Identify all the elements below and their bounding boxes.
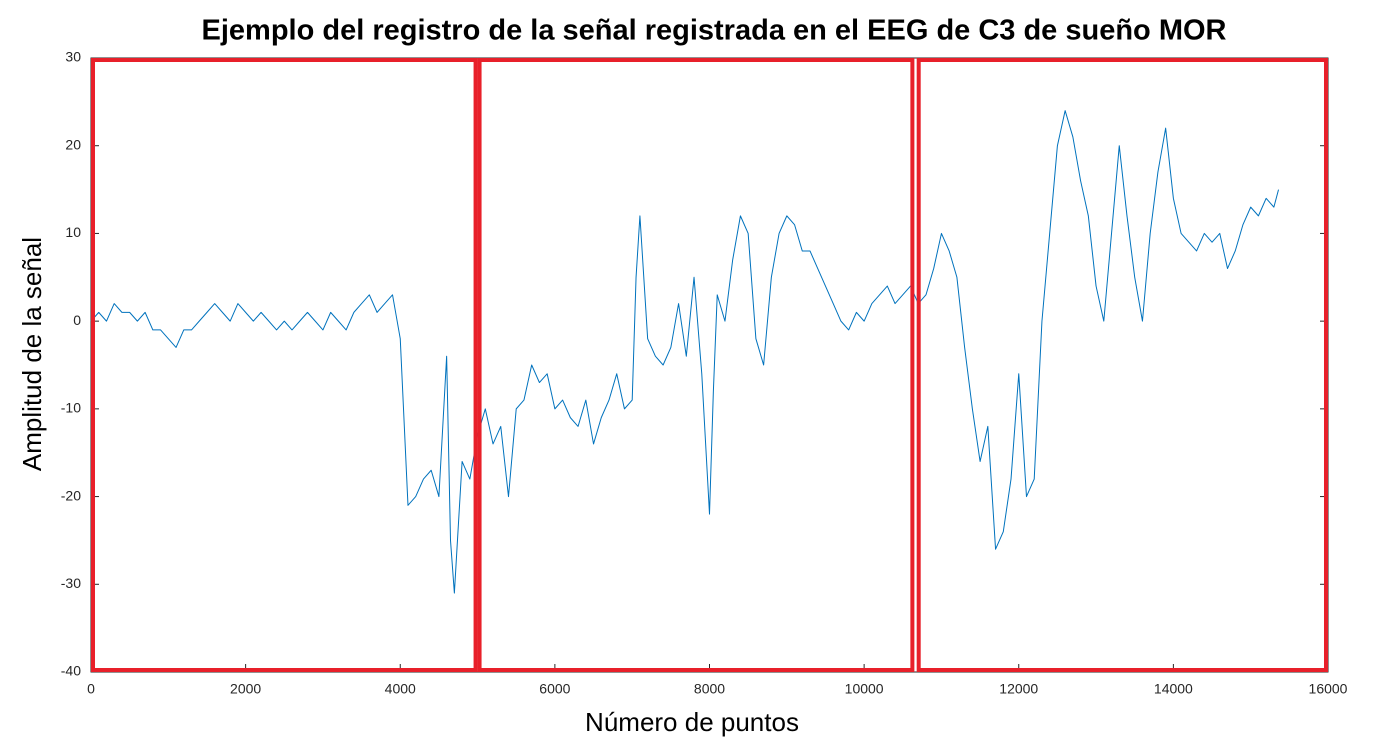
x-tick-label: 12000: [999, 681, 1038, 697]
y-tick-label: 0: [73, 312, 81, 328]
highlight-box: [916, 58, 1328, 672]
highlight-box: [477, 58, 915, 672]
x-axis-label: Número de puntos: [585, 707, 799, 737]
x-tick-label: 0: [87, 681, 95, 697]
y-tick-label: -10: [61, 400, 81, 416]
highlight-box: [91, 58, 478, 672]
x-tick-label: 4000: [385, 681, 416, 697]
y-tick-label: -30: [61, 575, 81, 591]
y-axis-label: Amplitud de la señal: [17, 237, 47, 471]
y-tick-label: -20: [61, 487, 81, 503]
y-tick-label: 10: [65, 224, 81, 240]
y-tick-label: -40: [61, 663, 81, 679]
x-tick-label: 6000: [539, 681, 570, 697]
axes-box: [90, 57, 1329, 673]
x-tick-label: 10000: [845, 681, 884, 697]
x-tick-label: 8000: [694, 681, 725, 697]
x-tick-label: 2000: [230, 681, 261, 697]
y-tick-label: 30: [65, 49, 81, 65]
chart-title: Ejemplo del registro de la señal registr…: [202, 15, 1227, 47]
y-tick-label: 20: [65, 136, 81, 152]
x-tick-label: 14000: [1154, 681, 1193, 697]
signal-line: [90, 110, 1280, 594]
x-tick-label: 16000: [1309, 681, 1348, 697]
